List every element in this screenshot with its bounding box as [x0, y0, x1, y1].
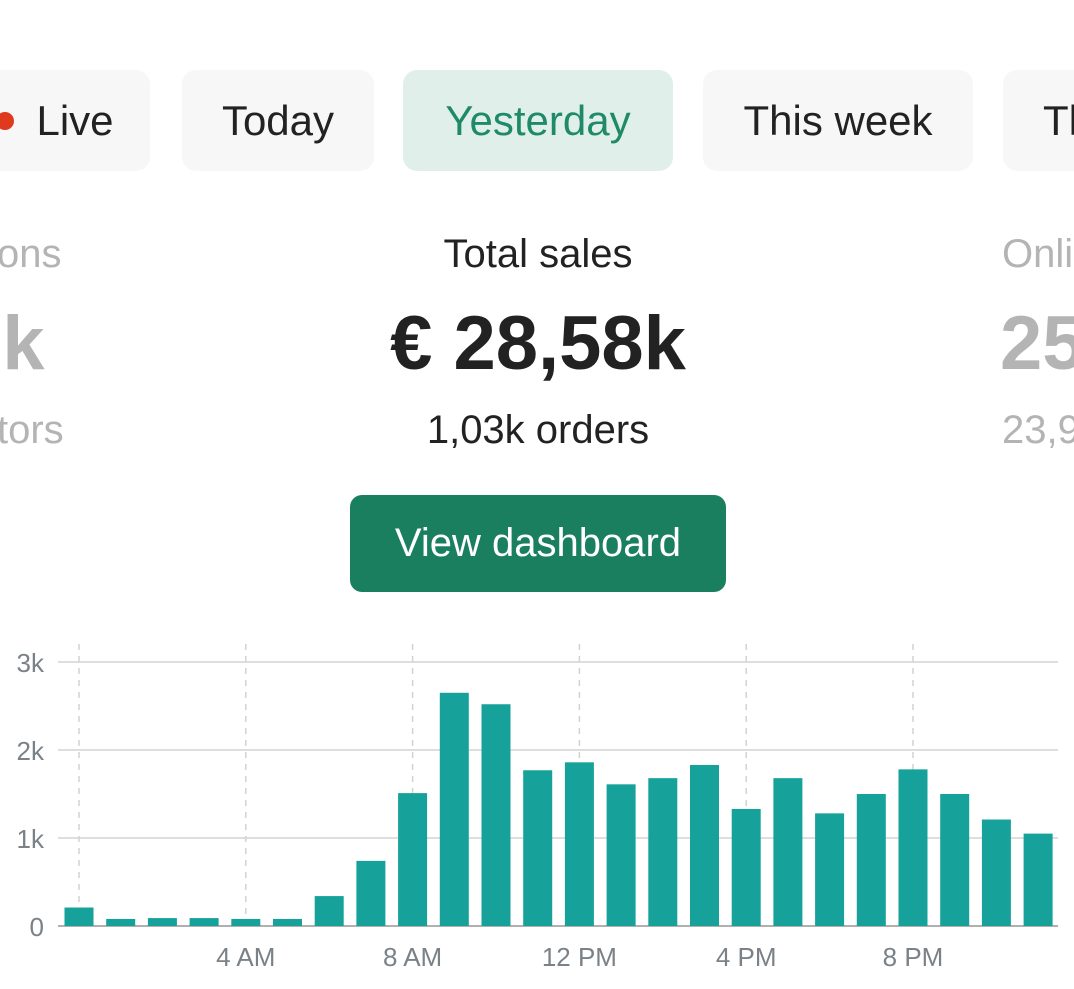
- chart-bar: [564, 762, 594, 926]
- left-stat-label: ons: [0, 232, 62, 276]
- chart-bar: [189, 918, 219, 926]
- chart-bar: [690, 764, 719, 926]
- chart-bar: [773, 778, 803, 926]
- tab-yesterday[interactable]: Yesterday: [403, 70, 673, 171]
- chart-bar: [648, 778, 678, 926]
- chart-bar: [481, 704, 511, 926]
- chart-bar: [231, 918, 261, 926]
- y-tick-label: 3k: [17, 648, 45, 678]
- chart-bar: [64, 907, 94, 926]
- tab-today-label: Today: [221, 96, 335, 144]
- chart-bar: [147, 918, 177, 926]
- x-tick-label: 12 PM: [542, 942, 617, 972]
- right-stat-sub: 23,9: [1002, 408, 1074, 452]
- total-sales-label: Total sales: [443, 232, 633, 276]
- tab-next-label: Th: [1043, 96, 1074, 144]
- right-stat-label: Onli: [1002, 232, 1074, 276]
- chart-bar: [856, 794, 886, 926]
- chart-bar: [314, 896, 344, 926]
- tab-next[interactable]: Th: [1003, 70, 1074, 171]
- left-stat-value: 3k: [0, 301, 45, 386]
- chart-bar: [439, 692, 469, 926]
- chart-bar: [815, 813, 845, 926]
- chart-bar: [398, 793, 428, 926]
- chart-bar: [1023, 833, 1053, 926]
- orders-count: 1,03k orders: [426, 408, 650, 452]
- chart-bar: [940, 794, 970, 926]
- right-stat-value: 25: [1000, 301, 1074, 386]
- tab-this-week-label: This week: [743, 96, 933, 144]
- total-sales-value: € 28,58k: [390, 301, 686, 386]
- chart-bar: [981, 819, 1011, 926]
- live-dot-icon: [0, 111, 15, 130]
- y-tick-label: 1k: [17, 824, 45, 854]
- y-tick-label: 2k: [17, 736, 45, 766]
- x-tick-label: 4 PM: [716, 942, 777, 972]
- tab-yesterday-label: Yesterday: [445, 96, 631, 144]
- tab-this-week[interactable]: This week: [703, 70, 973, 171]
- chart-bar: [356, 860, 386, 926]
- tab-live[interactable]: Live: [0, 70, 150, 171]
- chart-bar: [898, 769, 928, 926]
- chart-bar: [106, 918, 136, 926]
- chart-bar: [606, 784, 636, 926]
- left-stat-sub: tors: [0, 408, 64, 452]
- tab-live-label: Live: [36, 96, 114, 144]
- chart-bar: [523, 770, 553, 926]
- x-tick-label: 4 AM: [216, 942, 275, 972]
- view-dashboard-button[interactable]: View dashboard: [350, 495, 726, 592]
- chart-bar: [731, 808, 761, 926]
- tab-today[interactable]: Today: [182, 70, 374, 171]
- x-tick-label: 8 AM: [383, 942, 442, 972]
- y-tick-label: 0: [30, 912, 44, 942]
- hourly-sales-chart: 0 1k 2k 3k 4 AM 8 AM 12 PM 4 PM 8 PM: [17, 644, 1058, 972]
- x-tick-label: 8 PM: [883, 942, 944, 972]
- chart-bar: [273, 918, 302, 926]
